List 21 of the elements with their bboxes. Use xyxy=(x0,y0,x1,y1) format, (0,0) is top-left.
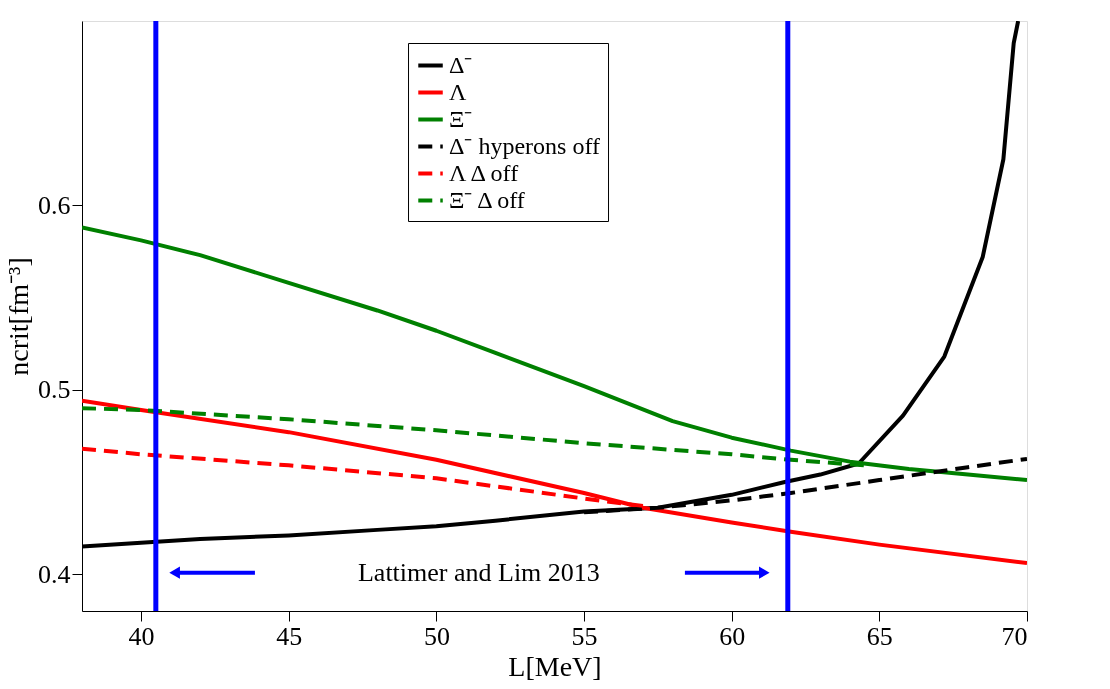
legend-label: Λ Δ off xyxy=(449,159,519,186)
x-tick-label: 60 xyxy=(719,621,746,651)
x-tick-label: 70 xyxy=(1001,621,1028,651)
y-tick-label: 0.4 xyxy=(38,559,71,589)
x-tick-label: 55 xyxy=(571,621,598,651)
annotation: Lattimer and Lim 2013 xyxy=(357,557,600,587)
legend-label: Δ⁻ hyperons off xyxy=(449,132,600,159)
x-tick-label: 65 xyxy=(866,621,893,651)
x-tick-label: 50 xyxy=(423,621,450,651)
x-tick-label: 45 xyxy=(276,621,303,651)
y-tick-label: 0.6 xyxy=(38,190,71,220)
line-series xyxy=(82,398,1027,566)
x-tick-label: 40 xyxy=(128,621,155,651)
y-axis-title: ncrit[fm⁻³] xyxy=(3,257,34,376)
x-axis-title: L[MeV] xyxy=(508,650,602,682)
legend-label: Ξ⁻ Δ off xyxy=(449,186,525,213)
legend-label: Λ xyxy=(449,78,468,105)
y-tick-label: 0.5 xyxy=(38,375,71,405)
line-series xyxy=(82,225,1027,483)
legend-label: Ξ⁻ xyxy=(449,105,473,132)
legend-label: Δ⁻ xyxy=(449,51,473,78)
